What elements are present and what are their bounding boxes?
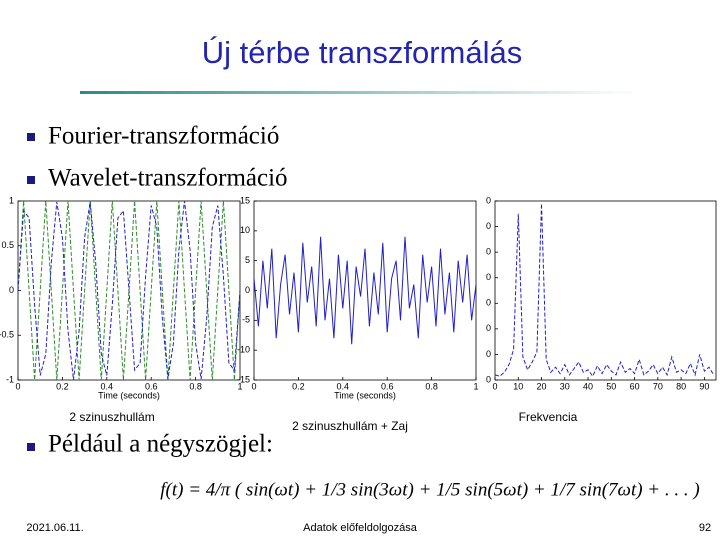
x-tick-label: 0.2 — [292, 381, 305, 391]
x-tick-label: 0.6 — [381, 381, 394, 391]
x-tick-label: 0 — [251, 381, 256, 391]
slide-title: Új térbe transzformálás — [202, 35, 522, 70]
x-tick-label: 50 — [606, 381, 616, 391]
y-tick-label: 0 — [245, 285, 250, 295]
x-tick-label: 40 — [583, 381, 593, 391]
formula: f(t) = 4/π ( sin(ωt) + 1/3 sin(3ωt) + 1/… — [160, 479, 699, 500]
y-tick-label: -5 — [242, 315, 250, 325]
y-tick-label: 0 — [486, 247, 491, 257]
x-tick-label: 20 — [537, 381, 547, 391]
y-tick-label: -10 — [237, 345, 250, 355]
y-tick-label: 0 — [486, 374, 491, 384]
x-tick-label: 1 — [237, 381, 242, 391]
title-rule — [80, 91, 640, 94]
bullet: Például a négyszögjel: — [48, 431, 273, 458]
y-tick-label: 15 — [240, 195, 250, 205]
x-tick-label: 0.8 — [425, 381, 438, 391]
page-number: 92 — [699, 522, 711, 534]
footer-date: 2021.06.11. — [26, 522, 83, 534]
y-tick-label: 0 — [486, 195, 491, 205]
y-tick-label: 0 — [486, 272, 491, 282]
y-tick-label: 0 — [486, 221, 491, 231]
x-tick-label: 0.4 — [337, 381, 350, 391]
series-line — [253, 236, 477, 345]
x-tick-label: 30 — [560, 381, 570, 391]
x-tick-label: 0 — [492, 381, 497, 391]
bullet-marker — [27, 133, 35, 141]
chart-caption: 2 szinuszhullám — [69, 410, 154, 424]
y-tick-label: 0 — [486, 323, 491, 333]
chart-caption: 2 szinuszhullám + Zaj — [292, 419, 408, 433]
y-tick-label: -0.5 — [0, 330, 14, 340]
chart-caption: Frekvencia — [519, 410, 578, 424]
x-tick-label: 0.8 — [189, 381, 202, 391]
y-tick-label: 1 — [9, 195, 14, 205]
bullet: Fourier-transzformáció — [48, 123, 279, 150]
y-tick-label: 0 — [486, 298, 491, 308]
x-tick-label: 1 — [473, 381, 478, 391]
y-tick-label: 5 — [245, 255, 250, 265]
x-tick-label: 0.4 — [101, 381, 114, 391]
x-tick-label: 80 — [676, 381, 686, 391]
x-axis-label: Time (seconds) — [334, 390, 396, 400]
y-tick-label: 0 — [9, 285, 14, 295]
x-tick-label: 60 — [630, 381, 640, 391]
series-line — [17, 200, 241, 381]
x-tick-label: 90 — [699, 381, 709, 391]
series-line — [494, 203, 715, 378]
x-tick-label: 0.6 — [145, 381, 158, 391]
footer-title: Adatok előfeldolgozása — [303, 522, 418, 534]
x-tick-label: 70 — [653, 381, 663, 391]
y-tick-label: 0 — [486, 349, 491, 359]
bullet-marker — [27, 443, 35, 451]
plot-area — [494, 200, 717, 381]
y-tick-label: -1 — [6, 374, 14, 384]
y-tick-label: 0.5 — [1, 240, 14, 250]
y-tick-label: -15 — [237, 374, 250, 384]
bullet-marker — [27, 176, 35, 184]
x-axis-label: Time (seconds) — [98, 390, 160, 400]
bullet: Wavelet-transzformáció — [48, 165, 288, 192]
x-tick-label: 10 — [513, 381, 523, 391]
x-tick-label: 0 — [15, 381, 20, 391]
series-line — [17, 200, 241, 381]
y-tick-label: 10 — [240, 225, 250, 235]
plot-area — [253, 200, 477, 381]
x-tick-label: 0.2 — [56, 381, 69, 391]
